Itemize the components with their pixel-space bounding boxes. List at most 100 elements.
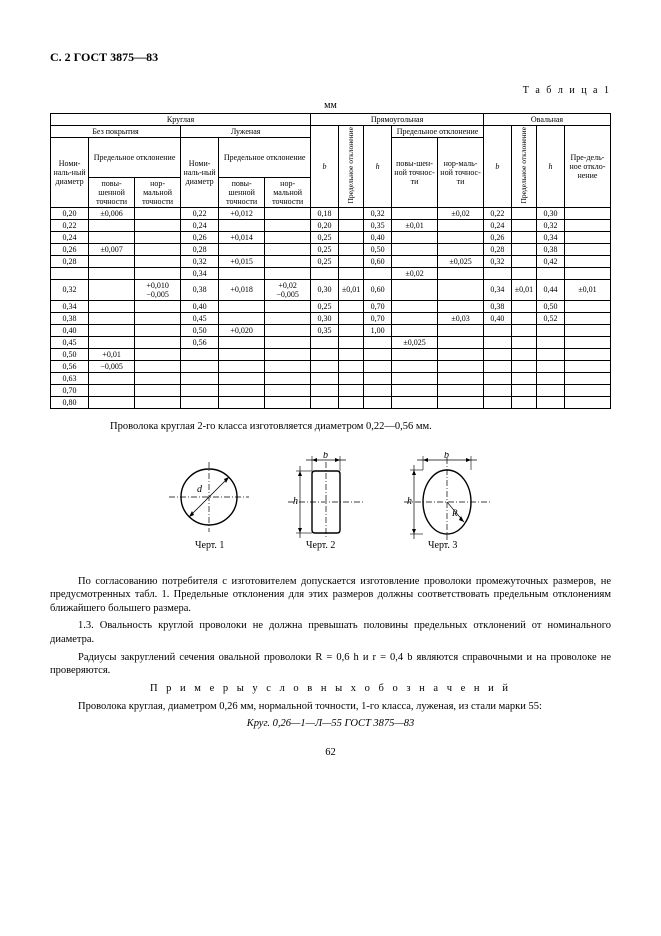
- cell-pt2: [438, 348, 484, 360]
- cell-ob: [484, 336, 512, 348]
- cell-ph: [364, 348, 392, 360]
- cell-pv: [338, 396, 363, 408]
- cell-lt2: [265, 384, 311, 396]
- cell-pv: [338, 348, 363, 360]
- cell-ph: [364, 372, 392, 384]
- hdr-h2: h: [537, 126, 565, 208]
- cell-pb: [311, 384, 339, 396]
- cell-ph: [364, 384, 392, 396]
- cell-d: 0,32: [51, 279, 89, 300]
- cell-t2: +0,010 −0,005: [135, 279, 181, 300]
- cell-ot: [564, 207, 610, 219]
- table-row: 0,26±0,0070,280,250,500,280,38: [51, 243, 611, 255]
- cell-t1: +0,01: [89, 348, 135, 360]
- hdr-norm-b: нор-мальной точности: [265, 177, 311, 207]
- hdr-b2: b: [484, 126, 512, 208]
- cell-pv: [338, 312, 363, 324]
- cell-ob: 0,32: [484, 255, 512, 267]
- cell-ov: [511, 360, 536, 372]
- cell-ob: 0,40: [484, 312, 512, 324]
- cell-ot: [564, 336, 610, 348]
- cell-d: 0,28: [51, 255, 89, 267]
- cell-ov: [511, 312, 536, 324]
- cell-t2: [135, 360, 181, 372]
- hdr-norm-a: нор-мальной точности: [135, 177, 181, 207]
- hdr-predotk2: Предельное отклонение: [89, 138, 181, 178]
- cell-lt2: [265, 255, 311, 267]
- hdr-pov2: повы-шен-ной точнос-ти: [392, 138, 438, 208]
- cell-t1: [89, 219, 135, 231]
- cell-pt1: [392, 360, 438, 372]
- fig-2: b h Черт. 2: [276, 452, 366, 552]
- cell-oh: [537, 336, 565, 348]
- cell-pt1: ±0,02: [392, 267, 438, 279]
- cell-pt2: [438, 279, 484, 300]
- cell-ld: [181, 384, 219, 396]
- cell-pt1: [392, 324, 438, 336]
- cell-pb: [311, 372, 339, 384]
- cell-lt2: [265, 300, 311, 312]
- svg-text:Черт. 1: Черт. 1: [195, 540, 224, 551]
- para-2: 1.3. Овальность круглой проволоки не дол…: [50, 619, 611, 646]
- cell-ld: [181, 372, 219, 384]
- cell-ot: ±0,01: [564, 279, 610, 300]
- cell-pt1: ±0,01: [392, 219, 438, 231]
- cell-pt2: ±0,03: [438, 312, 484, 324]
- cell-ld: 0,50: [181, 324, 219, 336]
- cell-ov: [511, 231, 536, 243]
- cell-t2: [135, 312, 181, 324]
- cell-pt1: [392, 372, 438, 384]
- svg-text:b: b: [323, 452, 328, 461]
- cell-ob: [484, 267, 512, 279]
- cell-pt2: [438, 336, 484, 348]
- cell-pv: [338, 219, 363, 231]
- cell-lt2: +0,02 −0,005: [265, 279, 311, 300]
- cell-d: 0,26: [51, 243, 89, 255]
- cell-ld: 0,56: [181, 336, 219, 348]
- cell-pt1: [392, 300, 438, 312]
- cell-ld: 0,45: [181, 312, 219, 324]
- table-label: Т а б л и ц а 1: [50, 85, 611, 96]
- cell-lt1: [219, 267, 265, 279]
- hdr-luzh: Луженая: [181, 126, 311, 138]
- cell-t1: [89, 231, 135, 243]
- page-header: С. 2 ГОСТ 3875—83: [50, 50, 611, 65]
- cell-lt2: [265, 348, 311, 360]
- cell-ob: [484, 396, 512, 408]
- cell-ph: 0,70: [364, 312, 392, 324]
- cell-ov: [511, 300, 536, 312]
- cell-d: 0,63: [51, 372, 89, 384]
- main-table: Круглая Прямоугольная Овальная Без покры…: [50, 113, 611, 409]
- cell-ld: 0,24: [181, 219, 219, 231]
- cell-pv: [338, 336, 363, 348]
- cell-lt1: +0,012: [219, 207, 265, 219]
- cell-pb: [311, 336, 339, 348]
- cell-pt2: [438, 267, 484, 279]
- cell-oh: 0,52: [537, 312, 565, 324]
- cell-t2: [135, 300, 181, 312]
- cell-ov: [511, 243, 536, 255]
- cell-pt2: ±0,02: [438, 207, 484, 219]
- table-row: 0,380,450,300,70±0,030,400,52: [51, 312, 611, 324]
- svg-text:b: b: [444, 452, 449, 461]
- cell-d: 0,38: [51, 312, 89, 324]
- hdr-predeln: Пре-дель-ное откло-нение: [564, 126, 610, 208]
- cell-ot: [564, 396, 610, 408]
- cell-t1: [89, 372, 135, 384]
- cell-pt1: [392, 231, 438, 243]
- cell-lt2: [265, 243, 311, 255]
- hdr-b1: b: [311, 126, 339, 208]
- cell-t1: [89, 384, 135, 396]
- cell-pt2: [438, 231, 484, 243]
- cell-lt2: [265, 396, 311, 408]
- cell-ob: [484, 372, 512, 384]
- table-row: 0,240,26+0,0140,250,400,260,34: [51, 231, 611, 243]
- cell-lt1: +0,015: [219, 255, 265, 267]
- cell-ov: [511, 384, 536, 396]
- cell-oh: 0,34: [537, 231, 565, 243]
- cell-lt1: +0,020: [219, 324, 265, 336]
- cell-t1: [89, 324, 135, 336]
- cell-t2: [135, 348, 181, 360]
- hdr-nom1: Номи-наль-ный диаметр: [51, 138, 89, 208]
- cell-t2: [135, 231, 181, 243]
